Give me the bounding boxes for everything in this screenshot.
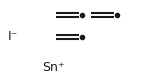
Text: I⁻: I⁻ [8,30,18,43]
Text: Sn⁺: Sn⁺ [43,61,65,74]
